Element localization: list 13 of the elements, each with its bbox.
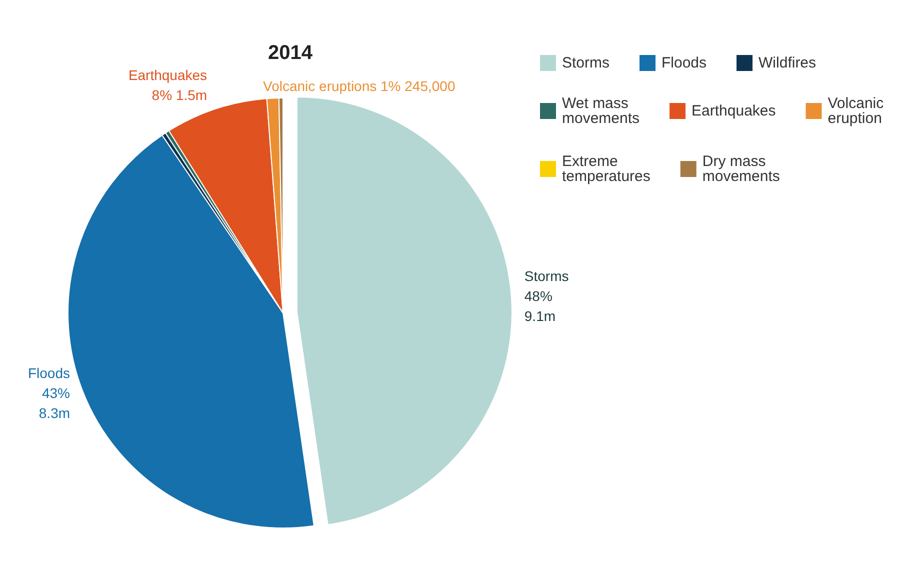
legend-label: Wildfires (758, 54, 816, 72)
data-label: Floods 43% 8.3m (28, 365, 70, 422)
legend-label: Floods (662, 54, 707, 72)
legend-label: Wet mass movements (562, 95, 640, 127)
legend-label: Volcanic eruption (828, 95, 888, 127)
legend-label: Dry mass movements (702, 153, 780, 185)
legend-label: Storms (562, 54, 610, 72)
chart-title: 2014 (268, 42, 314, 64)
data-label: Storms 48% 9.1m (524, 268, 569, 324)
legend-label: Extreme temperatures (562, 153, 650, 185)
data-label: Volcanic eruptions 1% 245,000 (263, 78, 456, 94)
legend-label: Earthquakes (692, 102, 776, 120)
data-label: Earthquakes 8% 1.5m (128, 67, 208, 104)
